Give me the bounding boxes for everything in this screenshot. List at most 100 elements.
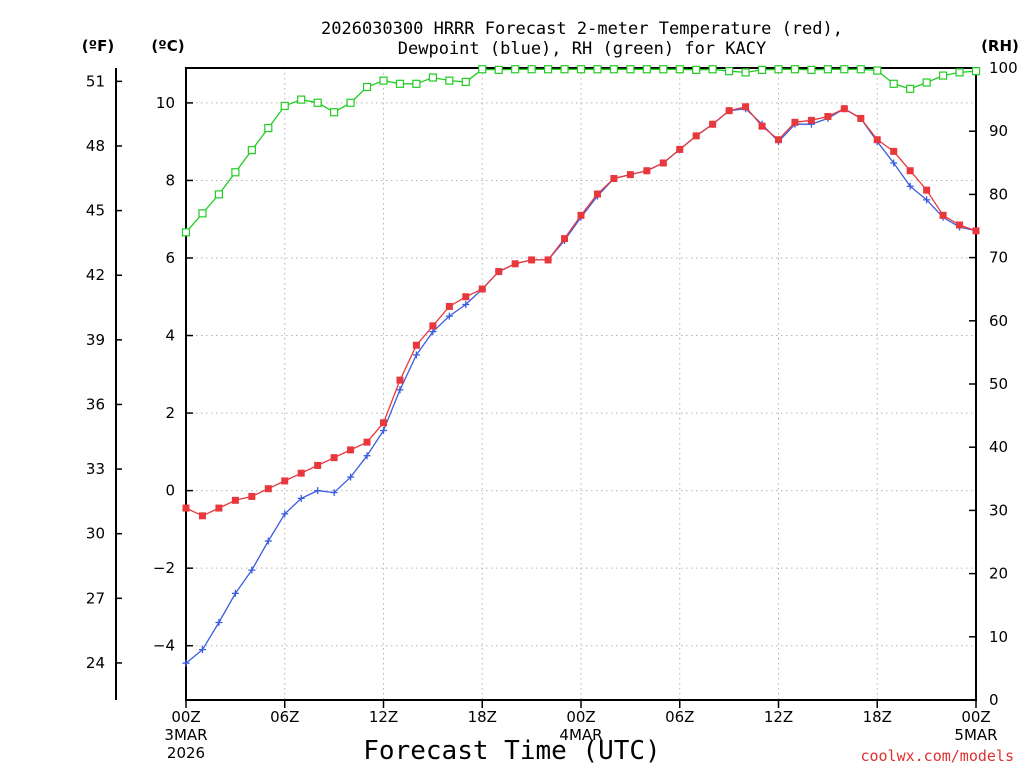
temperature-point (198, 512, 206, 520)
temperature-point (742, 103, 750, 111)
rh-tick-label: 0 (989, 691, 999, 709)
rh-point (181, 228, 191, 237)
rh-point (741, 68, 750, 77)
temperature-point (840, 105, 848, 113)
rh-point (938, 71, 948, 80)
celsius-tick-label: 0 (165, 482, 175, 500)
x-tick-label: 12Z (764, 708, 793, 726)
dewpoint-point (380, 427, 387, 435)
rh-point (823, 65, 832, 74)
temperature-point (429, 322, 437, 330)
rh-point (494, 65, 503, 74)
fahrenheit-unit-label: (ºF) (82, 37, 114, 55)
rh-point (511, 65, 520, 74)
rh-tick-label: 40 (989, 438, 1008, 456)
fahrenheit-tick-label: 30 (86, 525, 105, 543)
rh-point (297, 95, 306, 104)
rh-point (478, 65, 487, 74)
dewpoint-point (264, 537, 272, 545)
temperature-point (231, 496, 239, 504)
fahrenheit-tick-label: 24 (86, 654, 105, 672)
dewpoint-point (314, 487, 322, 495)
dewpoint-point (182, 659, 190, 667)
temperature-point (528, 256, 536, 264)
tick-labels: 24273033363942454851−4−20246810010203040… (86, 59, 1018, 762)
fahrenheit-tick-label: 45 (86, 202, 105, 220)
chart-title-line2: Dewpoint (blue), RH (green) for KACY (398, 39, 766, 59)
celsius-tick-label: −4 (153, 637, 175, 655)
temperature-point (314, 461, 322, 469)
temperature-point (330, 454, 338, 462)
temperature-point (380, 419, 387, 427)
rh-point (971, 67, 981, 76)
source-credit: coolwx.com/models (860, 747, 1014, 765)
temperature-point (725, 107, 733, 115)
dewpoint-point (248, 566, 256, 574)
temperature-point (412, 341, 420, 349)
temperature-point (758, 122, 766, 130)
temperature-point (396, 376, 404, 384)
x-tick-date-label: 4MAR (559, 726, 602, 744)
temperature-point (659, 159, 667, 167)
rh-point (856, 65, 865, 74)
temperature-point (363, 438, 371, 446)
temperature-point (807, 116, 815, 124)
x-tick-label: 18Z (863, 708, 892, 726)
rh-point (346, 98, 355, 107)
temperature-point (281, 477, 289, 485)
dewpoint-point (330, 489, 338, 497)
dewpoint-point (906, 182, 914, 190)
dewpoint-point (462, 301, 470, 309)
rh-point (774, 65, 783, 74)
temperature-point (775, 136, 782, 144)
x-tick-label: 18Z (468, 708, 497, 726)
temperature-point (676, 145, 684, 153)
dewpoint-series-line (185, 107, 977, 664)
rh-unit-label: (RH) (981, 37, 1019, 55)
rh-point (840, 65, 849, 74)
rh-point (807, 65, 816, 74)
celsius-tick-label: 2 (165, 404, 175, 422)
celsius-tick-label: 6 (165, 249, 175, 267)
dewpoint-point (923, 196, 931, 204)
temperature-point (626, 171, 634, 179)
chart-title-line1: 2026030300 HRRR Forecast 2-meter Tempera… (321, 19, 843, 39)
dewpoint-point (215, 618, 223, 626)
rh-point (955, 68, 964, 77)
series-lines (181, 65, 981, 667)
celsius-tick-label: 10 (156, 94, 175, 112)
x-tick-label: 00Z (961, 708, 990, 726)
rh-point (445, 76, 454, 85)
dewpoint-point (281, 510, 289, 518)
celsius-unit-label: (ºC) (151, 37, 184, 55)
temperature-point (610, 175, 618, 183)
temperature-point (923, 186, 931, 194)
temperature-point (215, 504, 223, 512)
fahrenheit-tick-label: 27 (86, 589, 105, 607)
temperature-point (561, 235, 569, 243)
temperature-point (264, 485, 272, 493)
rh-point (313, 98, 322, 107)
rh-point (214, 190, 224, 199)
rh-tick-label: 20 (989, 565, 1008, 583)
rh-point (790, 65, 800, 74)
dewpoint-point (297, 494, 305, 502)
rh-point (609, 65, 619, 74)
fahrenheit-tick-label: 36 (86, 395, 105, 413)
rh-point (461, 77, 470, 87)
temperature-point (495, 268, 503, 276)
temperature-point (643, 167, 651, 175)
rh-tick-label: 90 (989, 122, 1008, 140)
rh-tick-label: 100 (989, 59, 1018, 77)
dewpoint-point (363, 452, 371, 460)
rh-point (708, 65, 717, 74)
rh-point (725, 67, 734, 76)
rh-tick-label: 30 (989, 501, 1008, 519)
dewpoint-point (412, 351, 420, 359)
temperature-point (906, 167, 914, 175)
x-tick-label: 06Z (270, 708, 299, 726)
rh-point (379, 76, 388, 85)
fahrenheit-tick-label: 51 (86, 72, 105, 90)
rh-point (362, 82, 372, 92)
